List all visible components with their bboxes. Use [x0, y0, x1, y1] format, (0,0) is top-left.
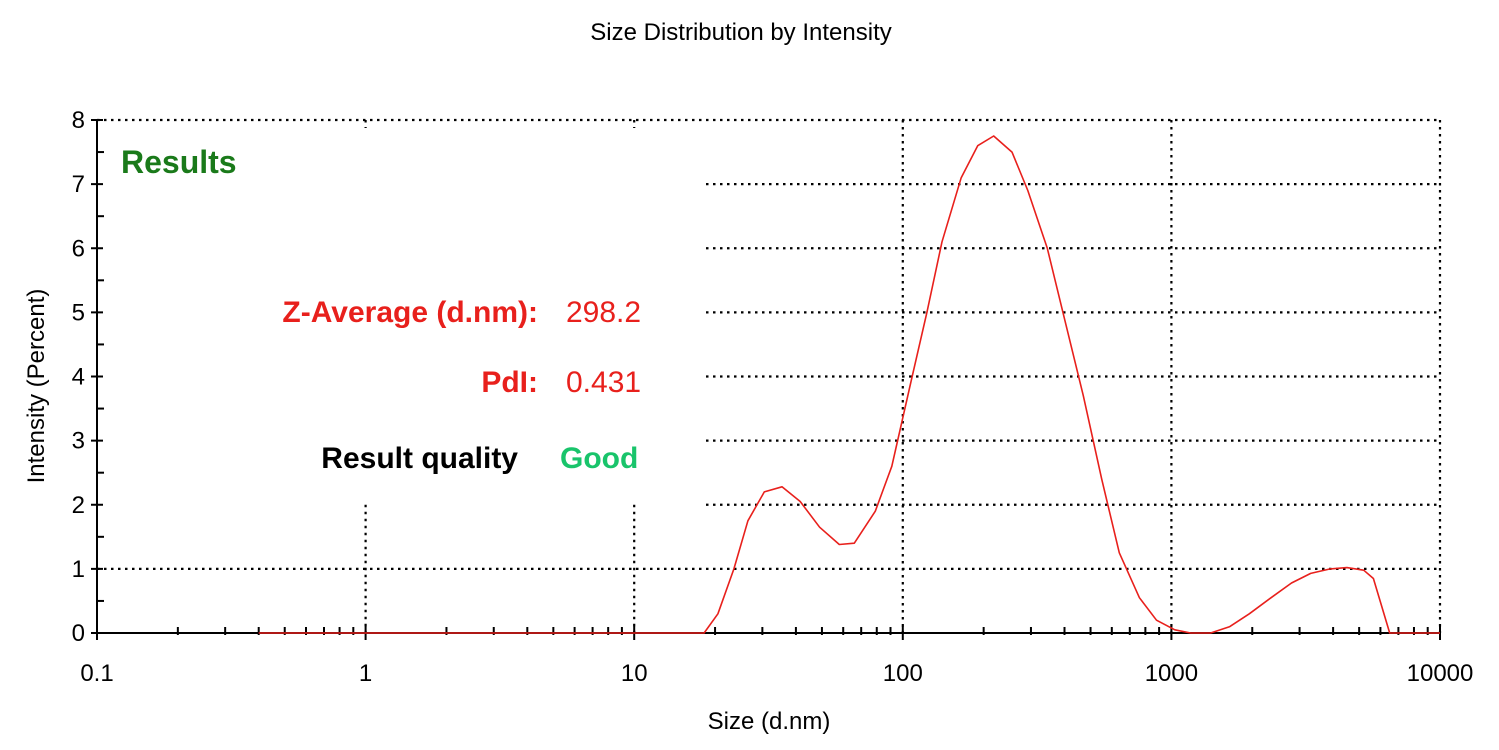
- y-tick-label: 2: [72, 492, 85, 519]
- x-tick-label: 100: [883, 660, 923, 687]
- y-tick-label: 7: [72, 171, 85, 198]
- y-tick-label: 5: [72, 299, 85, 326]
- x-axis-label: Size (d.nm): [708, 708, 831, 735]
- y-tick-label: 0: [72, 620, 85, 647]
- results-panel: Results Z-Average (d.nm): 298.2 PdI: 0.4…: [121, 144, 641, 475]
- grid-lines: [97, 118, 1442, 633]
- z-average-value: 298.2: [566, 296, 641, 329]
- x-tick-label: 1: [359, 660, 372, 687]
- results-heading: Results: [121, 144, 237, 180]
- series-group: [258, 135, 1440, 634]
- y-tick-label: 3: [72, 428, 85, 455]
- z-average-label: Z-Average (d.nm):: [282, 296, 538, 329]
- y-tick-label: 4: [72, 364, 85, 391]
- result-quality-value: Good: [560, 442, 638, 475]
- x-tick-label: 10000: [1407, 660, 1474, 687]
- tick-marks: [91, 119, 1441, 640]
- y-tick-label: 8: [72, 107, 85, 134]
- result-quality-label: Result quality: [321, 442, 518, 475]
- y-tick-label: 6: [72, 235, 85, 262]
- pdi-value: 0.431: [566, 366, 641, 399]
- chart-title: Size Distribution by Intensity: [590, 19, 891, 46]
- pdi-label: PdI:: [481, 366, 538, 399]
- y-tick-label: 1: [72, 556, 85, 583]
- x-tick-label: 1000: [1145, 660, 1198, 687]
- tick-labels: 0 1 2 3 4 5 6 7 8 0.1 1 10 100 1000 10000: [72, 107, 1474, 687]
- x-tick-label: 0.1: [80, 660, 113, 687]
- x-tick-label: 10: [621, 660, 648, 687]
- series-line: [258, 135, 1440, 634]
- y-axis-label: Intensity (Percent): [23, 289, 50, 484]
